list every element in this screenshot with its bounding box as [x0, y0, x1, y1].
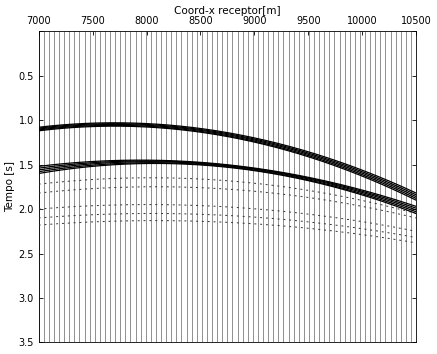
Y-axis label: Tempo [s]: Tempo [s] [6, 161, 16, 212]
X-axis label: Coord-x receptor[m]: Coord-x receptor[m] [174, 6, 281, 16]
